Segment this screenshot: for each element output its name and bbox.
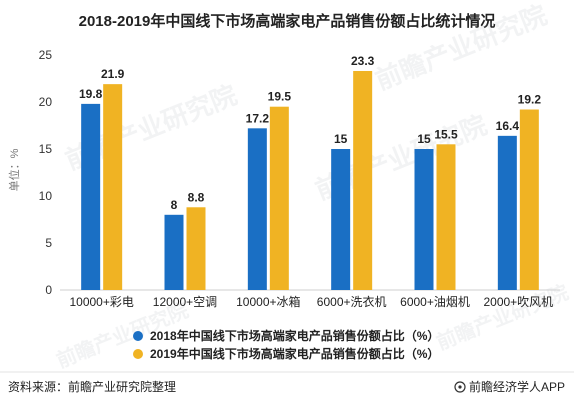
data-label-2019-1: 8.8 — [188, 190, 205, 204]
category-label-3: 6000+洗衣机 — [317, 294, 387, 309]
category-labels: 10000+彩电 12000+空调 10000+冰箱 6000+洗衣机 6000+油烟机… — [69, 294, 553, 309]
bar-2019-3 — [353, 70, 373, 290]
chart-title: 2018-2019年中国线下市场高端家电产品销售份额占比统计情况 — [79, 12, 496, 30]
footer-brand: 前瞻经济学人APP — [454, 379, 565, 394]
watermark-text: 前瞻产业研究院 — [433, 280, 572, 355]
bar-2019-1 — [186, 207, 206, 290]
data-label-2019-3: 23.3 — [351, 54, 375, 68]
y-axis-ticks: 0 5 10 15 20 25 — [39, 48, 53, 297]
data-label-2018-3: 15 — [334, 132, 348, 146]
data-label-2019-2: 19.5 — [268, 90, 292, 104]
legend-label-2018: 2018年中国线下市场高端家电产品销售份额占比（%） — [150, 328, 439, 343]
bar-2018-0 — [81, 103, 101, 290]
at-icon — [454, 381, 466, 393]
data-label-2019-4: 15.5 — [434, 127, 458, 141]
data-label-2018-2: 17.2 — [246, 111, 270, 125]
y-tick-label: 25 — [39, 48, 53, 62]
category-label-5: 2000+吹风机 — [483, 295, 553, 309]
y-tick-label: 20 — [39, 95, 53, 109]
bar-2018-4 — [414, 149, 434, 290]
footer-brand-text: 前瞻经济学人APP — [469, 379, 565, 394]
category-label-2: 10000+冰箱 — [236, 294, 300, 309]
y-tick-label: 0 — [45, 283, 52, 297]
bar-2018-5 — [497, 135, 517, 290]
data-label-2018-5: 16.4 — [496, 119, 520, 133]
bar-2019-0 — [103, 84, 123, 290]
legend-label-2019: 2019年中国线下市场高端家电产品销售份额占比（%） — [150, 346, 439, 361]
y-tick-label: 15 — [39, 142, 53, 156]
data-label-2019-5: 19.2 — [518, 93, 542, 107]
bar-2018-3 — [331, 149, 351, 290]
at-icon-center — [458, 385, 462, 389]
legend-marker-2018 — [133, 331, 143, 341]
data-label-2018-1: 8 — [171, 198, 178, 212]
category-label-0: 10000+彩电 — [69, 295, 133, 309]
bar-2018-2 — [247, 128, 267, 290]
category-label-4: 6000+油烟机 — [400, 295, 470, 309]
bars — [81, 70, 539, 291]
watermark-layer: 前瞻产业研究院 前瞻产业研究院 前瞻产业研究院 前瞻产业研究院 前瞻产业研究院 — [53, 0, 572, 373]
footer-source: 资料来源：前瞻产业研究院整理 — [8, 379, 176, 394]
y-tick-label: 10 — [39, 189, 53, 203]
legend: 2018年中国线下市场高端家电产品销售份额占比（%） 2019年中国线下市场高端… — [133, 328, 439, 361]
y-tick-label: 5 — [45, 236, 52, 250]
bar-2018-1 — [164, 214, 184, 290]
category-label-1: 12000+空调 — [153, 295, 217, 309]
legend-marker-2019 — [133, 349, 143, 359]
data-label-2018-0: 19.8 — [79, 87, 103, 101]
bar-2019-5 — [519, 109, 539, 291]
data-label-2018-4: 15 — [417, 132, 431, 146]
data-label-2019-0: 21.9 — [101, 67, 125, 81]
bar-2019-4 — [436, 144, 456, 290]
bar-2019-2 — [269, 106, 289, 290]
y-axis-label: 单位：% — [7, 148, 21, 191]
